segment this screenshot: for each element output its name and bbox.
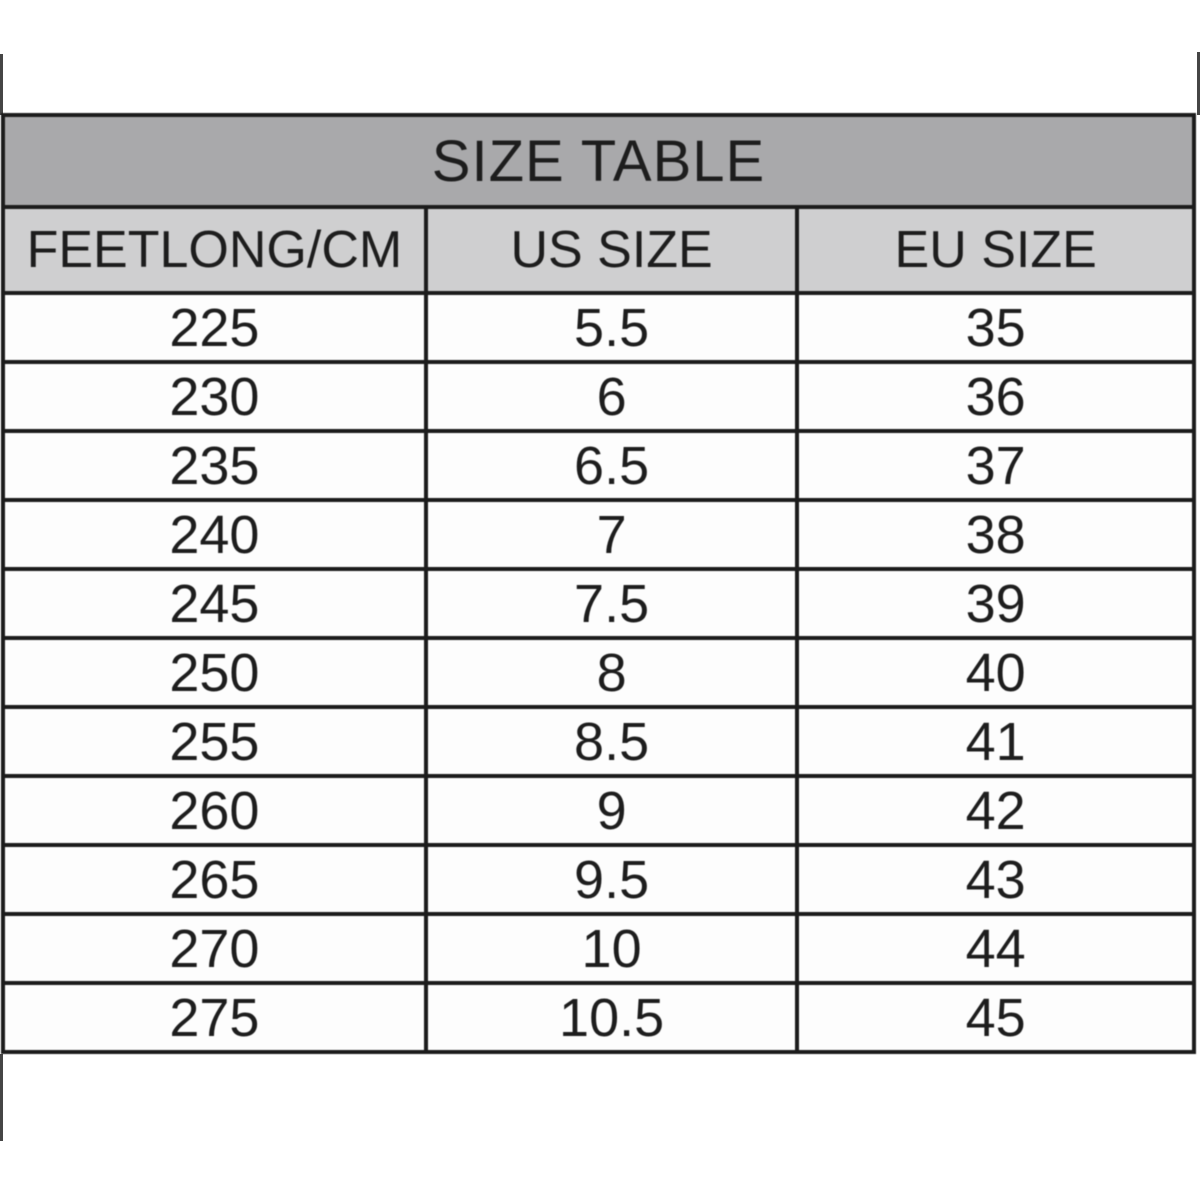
outer-frame-line-left-bottom (0, 1054, 3, 1141)
cell-feetlong: 260 (1, 774, 428, 847)
cell-feetlong: 230 (1, 360, 428, 433)
table-row: 230 6 36 (1, 360, 1196, 433)
table-row: 265 9.5 43 (1, 843, 1196, 916)
cell-eu-size: 39 (795, 567, 1196, 640)
cell-eu-size: 44 (795, 912, 1196, 985)
cell-feetlong: 225 (1, 291, 428, 364)
column-header-row: FEETLONG/CM US SIZE EU SIZE (1, 205, 1196, 295)
cell-feetlong: 255 (1, 705, 428, 778)
cell-feetlong: 275 (1, 981, 428, 1054)
outer-frame-line-left-top (0, 54, 3, 115)
cell-us-size: 9.5 (423, 843, 800, 916)
table-row: 245 7.5 39 (1, 567, 1196, 640)
cell-eu-size: 35 (795, 291, 1196, 364)
cell-us-size: 8.5 (423, 705, 800, 778)
cell-eu-size: 36 (795, 360, 1196, 433)
title-row: SIZE TABLE (1, 113, 1196, 209)
cell-feetlong: 265 (1, 843, 428, 916)
table-row: 255 8.5 41 (1, 705, 1196, 778)
outer-frame-line-right-top (1197, 52, 1200, 115)
cell-us-size: 10.5 (423, 981, 800, 1054)
cell-eu-size: 38 (795, 498, 1196, 571)
cell-us-size: 5.5 (423, 291, 800, 364)
cell-eu-size: 43 (795, 843, 1196, 916)
table-row: 240 7 38 (1, 498, 1196, 571)
column-header-eu-size: EU SIZE (795, 205, 1196, 295)
table-row: 250 8 40 (1, 636, 1196, 709)
cell-us-size: 9 (423, 774, 800, 847)
cell-feetlong: 270 (1, 912, 428, 985)
cell-eu-size: 41 (795, 705, 1196, 778)
table-row: 275 10.5 45 (1, 981, 1196, 1054)
column-header-feetlong-cm: FEETLONG/CM (1, 205, 428, 295)
cell-us-size: 6 (423, 360, 800, 433)
cell-eu-size: 42 (795, 774, 1196, 847)
size-table: SIZE TABLE FEETLONG/CM US SIZE EU SIZE 2… (1, 113, 1196, 1054)
cell-feetlong: 250 (1, 636, 428, 709)
table-row: 225 5.5 35 (1, 291, 1196, 364)
cell-eu-size: 37 (795, 429, 1196, 502)
cell-feetlong: 245 (1, 567, 428, 640)
table-row: 270 10 44 (1, 912, 1196, 985)
cell-us-size: 7.5 (423, 567, 800, 640)
table-title: SIZE TABLE (1, 113, 1196, 209)
cell-us-size: 7 (423, 498, 800, 571)
cell-us-size: 10 (423, 912, 800, 985)
cell-eu-size: 45 (795, 981, 1196, 1054)
column-header-us-size: US SIZE (423, 205, 800, 295)
table-row: 235 6.5 37 (1, 429, 1196, 502)
table-row: 260 9 42 (1, 774, 1196, 847)
cell-us-size: 6.5 (423, 429, 800, 502)
cell-us-size: 8 (423, 636, 800, 709)
cell-eu-size: 40 (795, 636, 1196, 709)
cell-feetlong: 235 (1, 429, 428, 502)
cell-feetlong: 240 (1, 498, 428, 571)
